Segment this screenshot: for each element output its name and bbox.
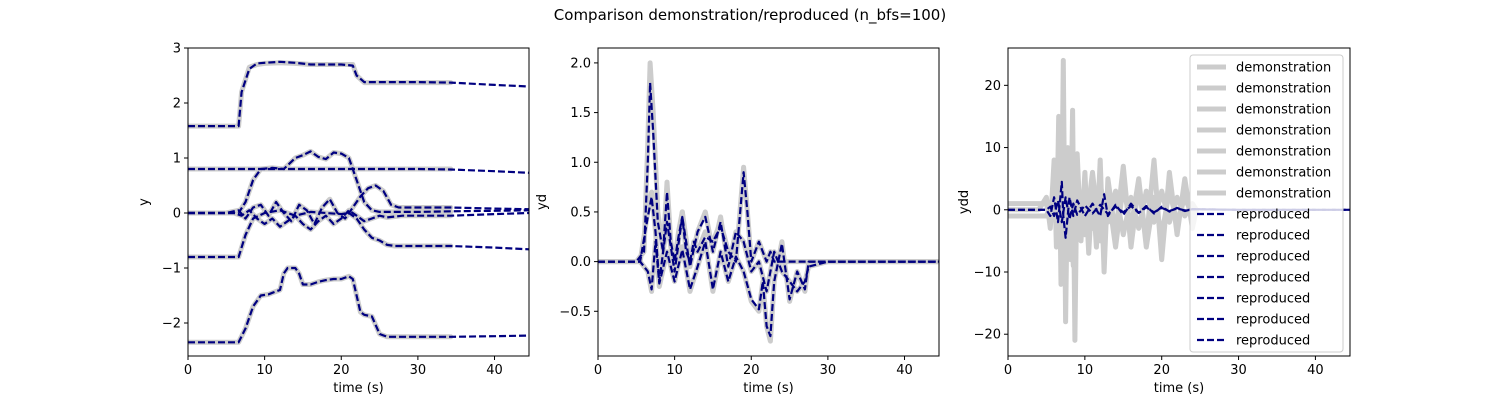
y-tick-label: 2 [173, 97, 181, 112]
x-tick-label: 40 [896, 363, 913, 378]
legend-label: demonstration [1236, 61, 1331, 76]
x-tick-label: 20 [333, 363, 350, 378]
y-tick-label: 0.0 [570, 255, 591, 270]
reproduced-line [1008, 180, 1350, 239]
legend-label: reproduced [1236, 334, 1310, 349]
y-tick-label: 0.5 [570, 205, 591, 220]
x-tick-label: 40 [486, 363, 503, 378]
legend-label: demonstration [1236, 124, 1331, 139]
legend-label: demonstration [1236, 166, 1331, 181]
demonstration-line [188, 148, 454, 216]
y-axis-label: ydd [957, 190, 972, 214]
y-tick-label: −0.5 [559, 305, 591, 320]
x-tick-label: 0 [184, 363, 192, 378]
reproduced-line [188, 209, 529, 231]
legend-label: reproduced [1236, 208, 1310, 223]
demonstration-line [1008, 57, 1199, 343]
legend-label: demonstration [1236, 82, 1331, 97]
x-tick-label: 0 [594, 363, 602, 378]
demonstration-line [598, 60, 939, 265]
series-group [188, 60, 529, 345]
y-tick-label: 0 [173, 207, 181, 222]
y-tick-label: 20 [984, 79, 1001, 94]
y-tick-label: −20 [974, 328, 1001, 343]
axes-frame [597, 47, 940, 357]
legend-label: demonstration [1236, 103, 1331, 118]
legend-label: reproduced [1236, 292, 1310, 307]
legend-label: demonstration [1236, 187, 1331, 202]
x-tick-label: 10 [666, 363, 683, 378]
y-tick-label: 10 [984, 141, 1001, 156]
x-tick-label: 30 [820, 363, 837, 378]
reproduced-line [188, 150, 529, 215]
y-tick-label: −10 [974, 266, 1001, 281]
axes-frame [1007, 47, 1351, 357]
x-tick-label: 0 [1004, 363, 1012, 378]
y-tick-label: 1 [173, 152, 181, 167]
legend-label: reproduced [1236, 250, 1310, 265]
figure-title: Comparison demonstration/reproduced (n_b… [554, 6, 946, 25]
y-tick-label: 2.0 [570, 56, 591, 71]
reproduced-line [1008, 196, 1350, 224]
y-tick-label: 0 [993, 203, 1001, 218]
legend-label: reproduced [1236, 271, 1310, 286]
x-tick-label: 10 [256, 363, 273, 378]
y-tick-label: 1.5 [570, 106, 591, 121]
reproduced-line [188, 184, 529, 226]
legend-label: demonstration [1236, 145, 1331, 160]
x-tick-label: 10 [1077, 363, 1094, 378]
reproduced-line [598, 240, 939, 338]
reproduced-line [188, 266, 529, 344]
chart-panel-1: 0 10 20 30 40 −2 −1 0 1 2 3 time (s) y [137, 42, 530, 396]
legend-box [1189, 54, 1344, 353]
legend-label: reproduced [1236, 229, 1310, 244]
y-axis-label: y [137, 198, 152, 206]
y-tick-label: 1.0 [570, 156, 591, 171]
x-axis-label: time (s) [743, 381, 793, 396]
y-axis-label: yd [535, 194, 550, 210]
y-tick-label: 3 [173, 42, 181, 57]
x-tick-label: 30 [410, 363, 427, 378]
chart-panel-2: 0 10 20 30 40 −0.5 0.0 0.5 1.0 1.5 2.0 time (s) yd [535, 47, 940, 396]
series-group [598, 60, 939, 344]
legend-label: reproduced [1236, 313, 1310, 328]
axes-frame [187, 47, 530, 357]
x-axis-label: time (s) [333, 381, 383, 396]
x-tick-label: 30 [1230, 363, 1247, 378]
series-group [1008, 57, 1350, 343]
legend: demonstration demonstration demonstration d… [1189, 54, 1344, 353]
x-axis-label: time (s) [1154, 381, 1204, 396]
x-tick-label: 20 [1153, 363, 1170, 378]
demonstration-line [1008, 163, 1199, 269]
demonstration-line [188, 265, 454, 345]
reproduced-line [598, 81, 939, 263]
chart-panel-3: 0 10 20 30 40 −20 −10 0 10 20 time (s) ydd demonstra… [957, 47, 1351, 396]
x-tick-label: 40 [1307, 363, 1324, 378]
y-tick-label: −1 [162, 262, 181, 277]
demonstration-line [188, 60, 454, 129]
x-tick-label: 20 [743, 363, 760, 378]
y-tick-label: −2 [162, 317, 181, 332]
reproduced-line [188, 209, 529, 259]
